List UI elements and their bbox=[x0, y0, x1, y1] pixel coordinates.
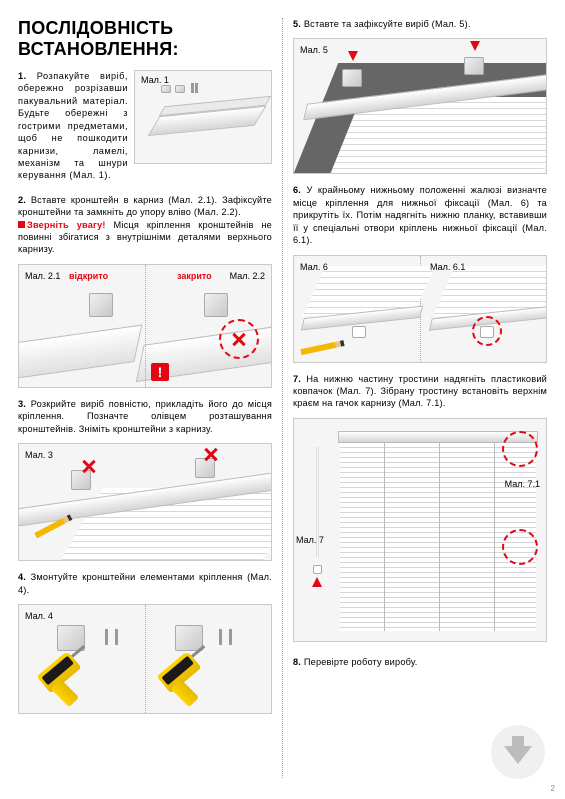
step-7-body: На нижню частину тростини надягніть плас… bbox=[293, 374, 547, 409]
step-4-body: Змонтуйте кронштейни елементами кріпленн… bbox=[18, 572, 272, 594]
figure-7-1-label: Мал. 7.1 bbox=[505, 479, 540, 489]
screw-4d bbox=[229, 629, 232, 645]
pencil-6 bbox=[300, 340, 344, 355]
left-column: ПОСЛІДОВНІСТЬ ВСТАНОВЛЕННЯ: 1. Розпакуйт… bbox=[18, 18, 272, 789]
figure-1: Мал. 1 bbox=[134, 70, 272, 164]
step-6-num: 6. bbox=[293, 185, 301, 195]
wand-cap bbox=[313, 565, 322, 574]
step-1: 1. Розпакуйте виріб, обережно розрізавши… bbox=[18, 70, 272, 182]
detail-circle-61 bbox=[472, 316, 502, 346]
step-1-body: Розпакуйте виріб, обережно розрізавши па… bbox=[18, 71, 128, 180]
step-8-num: 8. bbox=[293, 657, 301, 667]
step-3-body: Розкрийте виріб повністю, прикладіть йог… bbox=[18, 399, 272, 434]
arrow-down-1 bbox=[348, 51, 358, 61]
alert-icon: ! bbox=[151, 363, 169, 381]
figure-2: Мал. 2.1 відкрито закрито Мал. 2.2 ! bbox=[18, 264, 272, 388]
right-column: 5. Вставте та зафіксуйте виріб (Мал. 5).… bbox=[293, 18, 547, 789]
step-7-num: 7. bbox=[293, 374, 301, 384]
parts-icon bbox=[175, 85, 185, 93]
x-mark-3b bbox=[203, 446, 219, 462]
step-3: 3. Розкрийте виріб повністю, прикладіть … bbox=[18, 398, 272, 435]
step-5-body: Вставте та зафіксуйте виріб (Мал. 5). bbox=[304, 19, 471, 29]
x-mark-icon bbox=[231, 331, 247, 347]
open-label: відкрито bbox=[69, 271, 108, 281]
rail-2-1 bbox=[18, 324, 142, 381]
arrow-up-wand bbox=[312, 577, 322, 587]
screw-4c bbox=[219, 629, 222, 645]
screw-icon bbox=[191, 83, 194, 93]
bracket-5b bbox=[464, 57, 484, 75]
step-8-body: Перевірте роботу виробу. bbox=[304, 657, 418, 667]
figure-7-label: Мал. 7 bbox=[296, 535, 324, 545]
figure-2-1-label: Мал. 2.1 bbox=[25, 271, 60, 281]
step-6-body: У крайньому нижньому положенні жалюзі ви… bbox=[293, 185, 547, 245]
closed-label: закрито bbox=[177, 271, 212, 281]
warning-icon bbox=[18, 221, 25, 228]
figure-4-label: Мал. 4 bbox=[25, 611, 53, 621]
step-5: 5. Вставте та зафіксуйте виріб (Мал. 5). bbox=[293, 18, 547, 30]
figure-7: Мал. 7 Мал. 7.1 bbox=[293, 418, 547, 642]
page-title: ПОСЛІДОВНІСТЬ ВСТАНОВЛЕННЯ: bbox=[18, 18, 272, 60]
step-1-text: 1. Розпакуйте виріб, обережно розрізавши… bbox=[18, 70, 128, 182]
x-mark-3a bbox=[81, 458, 97, 474]
step-6: 6. У крайньому нижньому положенні жалюзі… bbox=[293, 184, 547, 246]
step-2-num: 2. bbox=[18, 195, 26, 205]
download-overlay-icon bbox=[491, 725, 545, 779]
fig-divider bbox=[145, 265, 146, 387]
download-arrow-icon bbox=[504, 746, 532, 764]
figure-2-2-label: Мал. 2.2 bbox=[230, 271, 265, 281]
clip-6 bbox=[352, 326, 366, 338]
warning-label: Зверніть увагу! bbox=[27, 220, 106, 230]
step-7: 7. На нижню частину тростини надягніть п… bbox=[293, 373, 547, 410]
figure-4: Мал. 4 bbox=[18, 604, 272, 714]
bracket-2-1 bbox=[89, 293, 113, 317]
figure-3: Мал. 3 bbox=[18, 443, 272, 561]
figure-6-1-label: Мал. 6.1 bbox=[430, 262, 465, 272]
detail-circle-7a bbox=[502, 431, 538, 467]
drill-icon-2 bbox=[157, 651, 202, 694]
arrow-down-2 bbox=[470, 41, 480, 51]
screw-icon bbox=[195, 83, 198, 93]
detail-circle-7b bbox=[502, 529, 538, 565]
figure-6-label: Мал. 6 bbox=[300, 262, 328, 272]
parts-icon bbox=[161, 85, 171, 93]
step-2: 2. Вставте кронштейн в карниз (Мал. 2.1)… bbox=[18, 194, 272, 256]
step-1-num: 1. bbox=[18, 71, 27, 81]
figure-6: Мал. 6 Мал. 6.1 bbox=[293, 255, 547, 363]
column-divider bbox=[282, 18, 283, 778]
screw-4a bbox=[105, 629, 108, 645]
step-3-num: 3. bbox=[18, 399, 26, 409]
figure-5-label: Мал. 5 bbox=[300, 45, 328, 55]
step-8: 8. Перевірте роботу виробу. bbox=[293, 656, 547, 668]
figure-1-label: Мал. 1 bbox=[141, 75, 169, 85]
cord bbox=[384, 443, 385, 631]
screw-4b bbox=[115, 629, 118, 645]
step-4: 4. Змонтуйте кронштейни елементами кріпл… bbox=[18, 571, 272, 596]
cord bbox=[494, 443, 495, 631]
figure-5: Мал. 5 bbox=[293, 38, 547, 174]
figure-3-label: Мал. 3 bbox=[25, 450, 53, 460]
step-2-body: Вставте кронштейн в карниз (Мал. 2.1). З… bbox=[18, 195, 272, 217]
page-number: 2 bbox=[551, 784, 555, 793]
fig-divider bbox=[145, 605, 146, 713]
bracket-5a bbox=[342, 69, 362, 87]
cord bbox=[439, 443, 440, 631]
step-4-num: 4. bbox=[18, 572, 26, 582]
bracket-2-2 bbox=[204, 293, 228, 317]
drill-icon-1 bbox=[37, 651, 82, 694]
step-5-num: 5. bbox=[293, 19, 301, 29]
